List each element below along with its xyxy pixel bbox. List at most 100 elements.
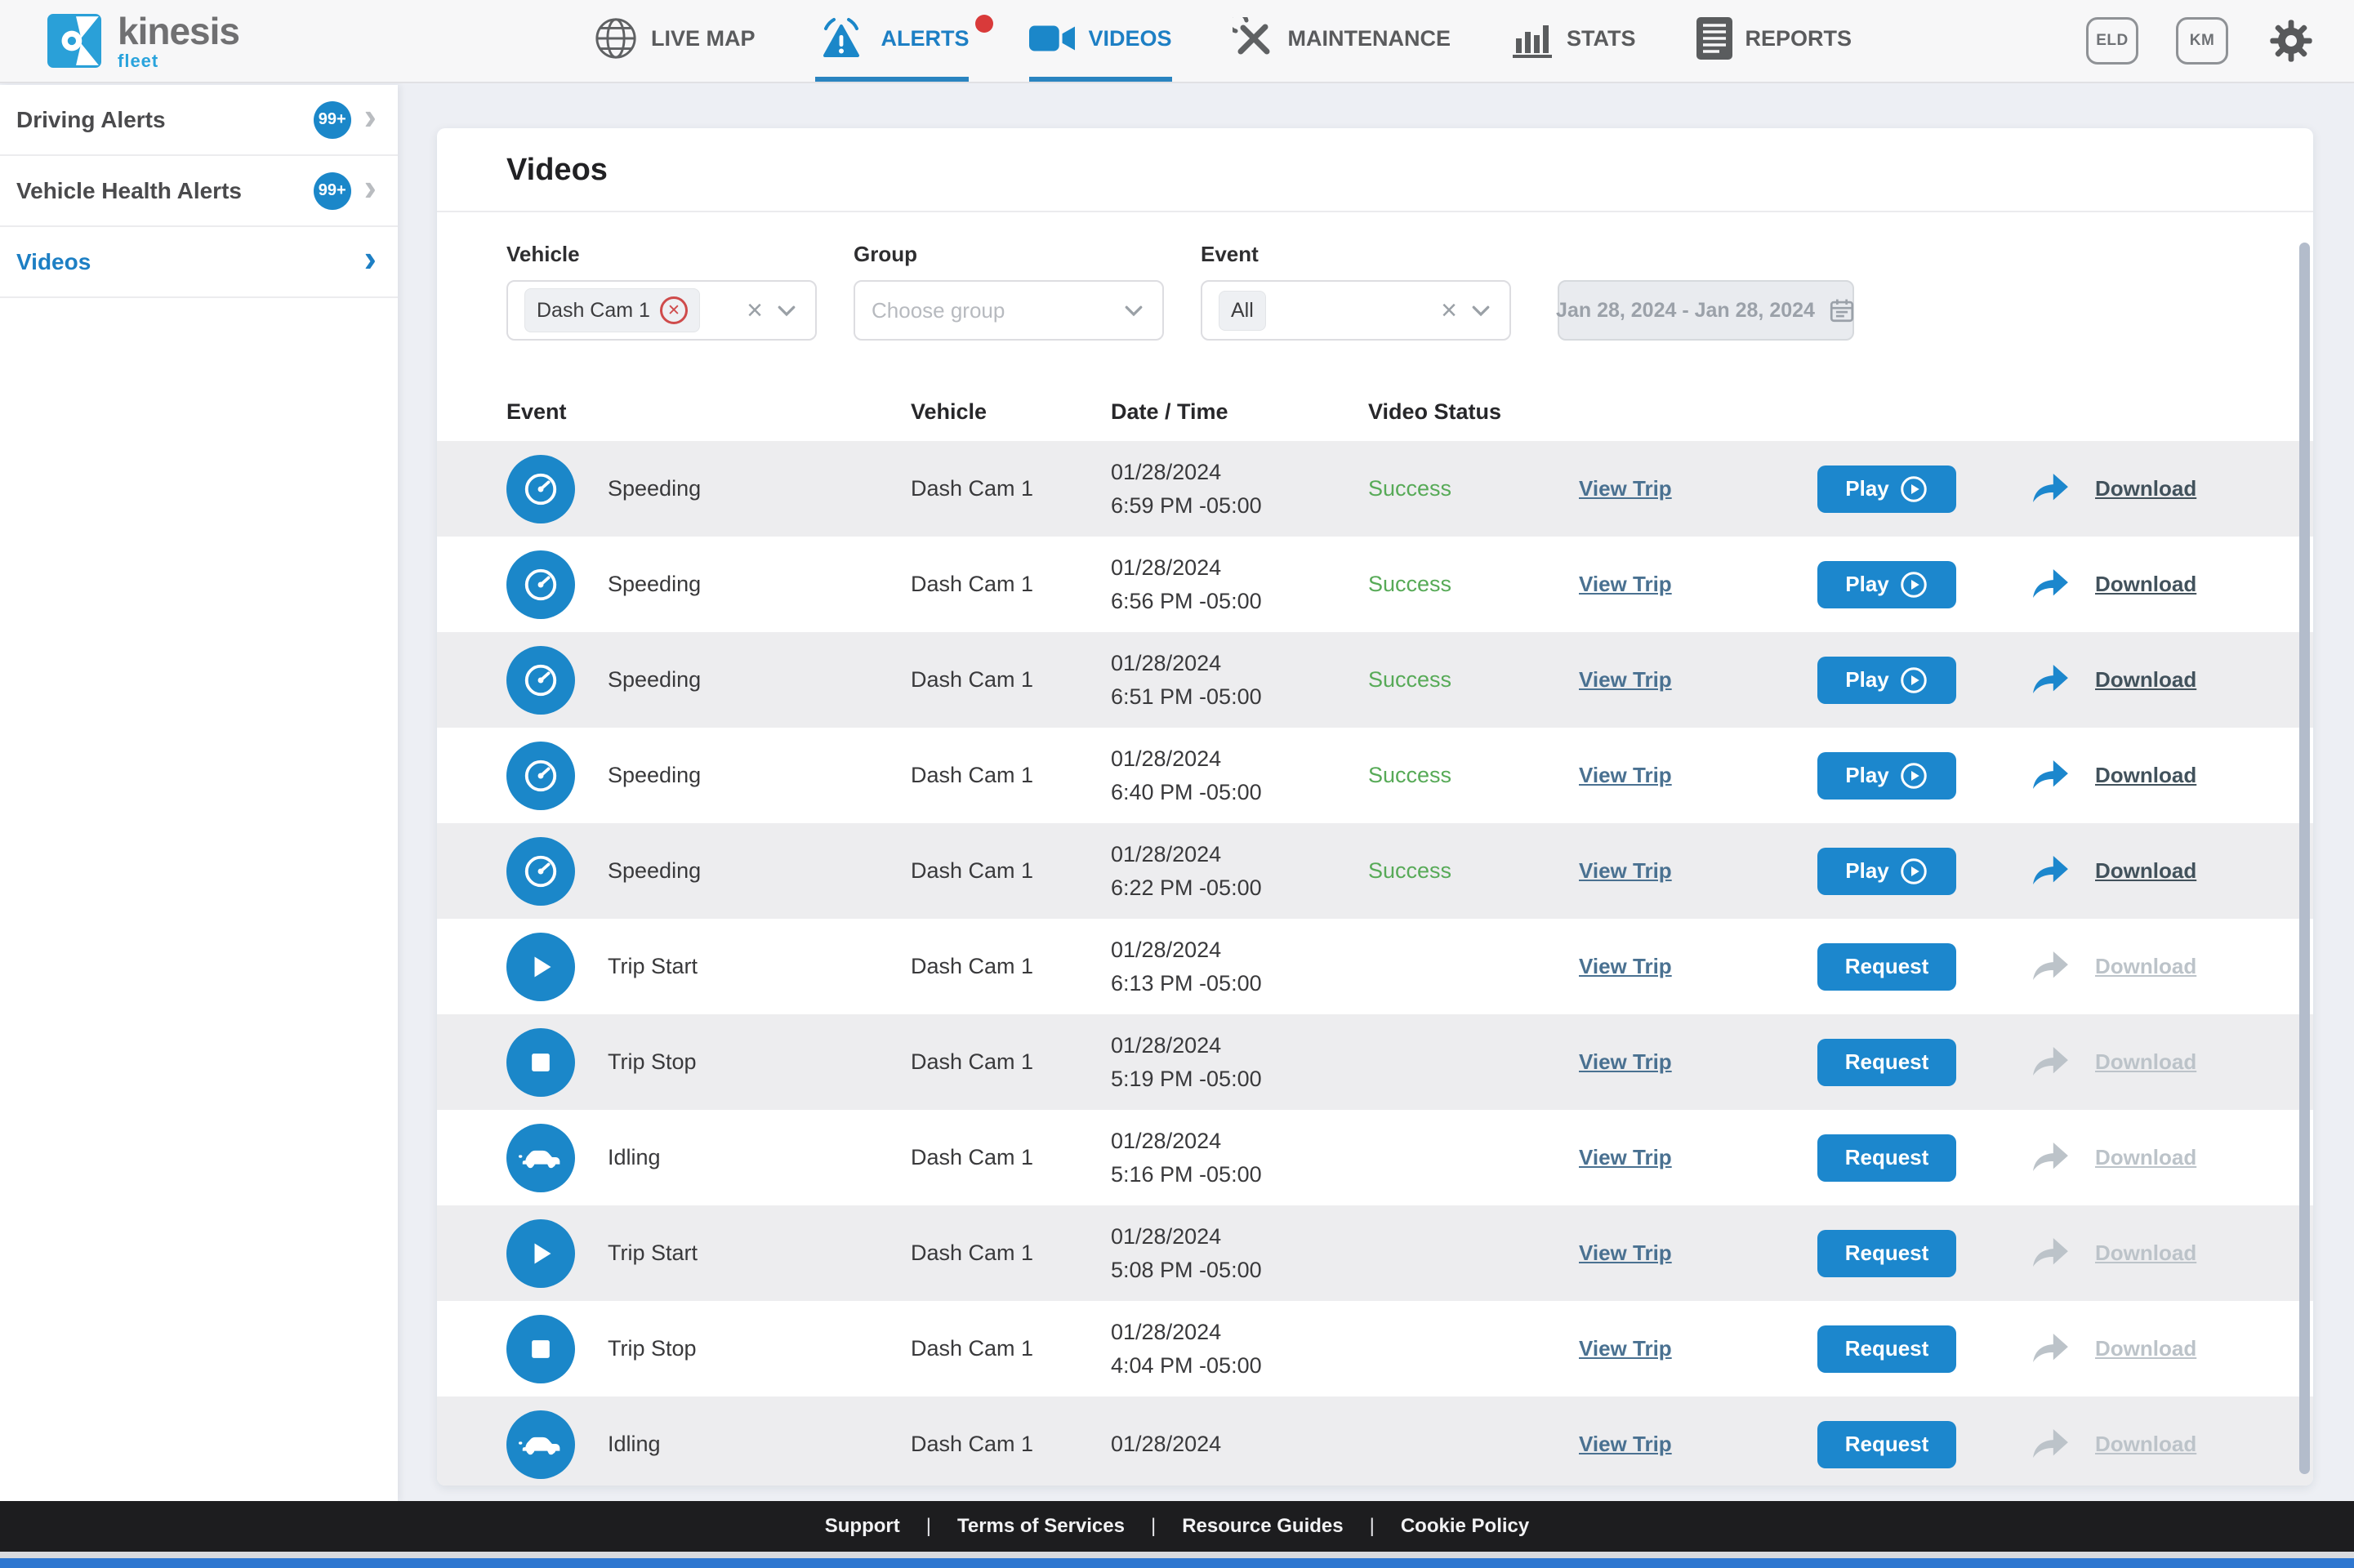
column-header-date-time: Date / Time (1111, 399, 1228, 424)
settings-gear-icon[interactable] (2269, 19, 2313, 63)
date-range-picker[interactable]: Jan 28, 2024 - Jan 28, 2024 (1556, 280, 1854, 341)
request-button[interactable]: Request (1817, 1325, 1956, 1373)
vehicle-name: Dash Cam 1 (911, 1145, 1034, 1169)
download-link[interactable]: Download (2095, 858, 2197, 883)
date-value: 01/28/2024 (1111, 746, 1222, 771)
group-select[interactable]: Choose group (854, 280, 1164, 341)
view-trip-link[interactable]: View Trip (1579, 1145, 1672, 1169)
footer-link-cookie-policy[interactable]: Cookie Policy (1400, 1515, 1530, 1537)
clear-icon[interactable]: × (1441, 295, 1457, 326)
event-cell: Speeding (506, 836, 911, 906)
play-button[interactable]: Play (1817, 656, 1956, 704)
table-row: Speeding Dash Cam 1 01/28/2024 6:22 PM -05:… (437, 823, 2313, 919)
play-button[interactable]: Play (1817, 465, 1956, 513)
km-toggle-button[interactable]: KM (2176, 17, 2228, 65)
nav-item-maintenance[interactable]: MAINTENANCE (1232, 0, 1451, 82)
play-button[interactable]: Play (1817, 847, 1956, 895)
top-nav: kinesis fleet LIVE MAP ALERTS VIDEOS MAINTE… (0, 0, 2354, 83)
table-row: Trip Stop Dash Cam 1 01/28/2024 4:04 PM -05… (437, 1301, 2313, 1396)
sidebar-item-vehicle-health-alerts[interactable]: Vehicle Health Alerts 99+ › (0, 156, 398, 227)
video-status: Success (1368, 572, 1452, 596)
sidebar-item-label: Vehicle Health Alerts (16, 177, 242, 203)
view-trip-link[interactable]: View Trip (1579, 667, 1672, 692)
event-chip: All (1219, 290, 1266, 331)
eld-toggle-button[interactable]: ELD (2086, 17, 2138, 65)
view-trip-link[interactable]: View Trip (1579, 1049, 1672, 1074)
view-trip-link[interactable]: View Trip (1579, 954, 1672, 978)
share-icon[interactable] (2031, 473, 2069, 506)
view-trip-link[interactable]: View Trip (1579, 572, 1672, 596)
vertical-scrollbar[interactable] (2299, 243, 2310, 1474)
time-value: 5:08 PM -05:00 (1111, 1257, 1262, 1282)
event-cell: Speeding (506, 645, 911, 715)
event-filter: Event All × (1201, 242, 1511, 341)
brand-logo-text: kinesis fleet (118, 12, 240, 70)
vehicle-name: Dash Cam 1 (911, 763, 1034, 787)
clear-icon[interactable]: × (747, 295, 763, 326)
speedometer-icon (506, 645, 575, 715)
sidebar-item-driving-alerts[interactable]: Driving Alerts 99+ › (0, 85, 398, 156)
nav-item-label: ALERTS (881, 25, 970, 51)
download-link[interactable]: Download (2095, 476, 2197, 501)
tools-icon (1232, 17, 1275, 60)
share-icon[interactable] (2031, 760, 2069, 792)
action-button-label: Request (1844, 1145, 1929, 1169)
download-link[interactable]: Download (2095, 572, 2197, 596)
chip-remove-icon[interactable]: ✕ (659, 296, 688, 324)
download-link: Download (2095, 954, 2197, 978)
share-icon[interactable] (2031, 568, 2069, 601)
view-trip-link[interactable]: View Trip (1579, 1241, 1672, 1265)
nav-right-controls: ELD KM (2086, 0, 2354, 82)
download-link[interactable]: Download (2095, 667, 2197, 692)
share-icon[interactable] (2031, 664, 2069, 697)
view-trip-link[interactable]: View Trip (1579, 1432, 1672, 1456)
share-icon (2031, 1046, 2069, 1079)
group-placeholder: Choose group (872, 297, 1005, 323)
nav-item-stats[interactable]: STATS (1511, 0, 1636, 82)
view-trip-link[interactable]: View Trip (1579, 763, 1672, 787)
vehicle-name: Dash Cam 1 (911, 1049, 1034, 1074)
table-header-row: Event Vehicle Date / Time Video Status (437, 399, 2313, 425)
nav-item-alerts[interactable]: ALERTS (815, 0, 994, 82)
request-button[interactable]: Request (1817, 1134, 1956, 1182)
main-nav: LIVE MAP ALERTS VIDEOS MAINTENANCE STATS REPO… (359, 0, 2086, 82)
nav-item-live-map[interactable]: LIVE MAP (594, 0, 755, 82)
nav-item-label: REPORTS (1745, 25, 1852, 51)
date-time-cell: 01/28/2024 6:22 PM -05:00 (1111, 838, 1368, 904)
date-value: 01/28/2024 (1111, 938, 1222, 962)
chevron-down-icon[interactable] (774, 298, 799, 323)
nav-item-reports[interactable]: REPORTS (1696, 0, 1852, 82)
play-icon (506, 932, 575, 1001)
request-button[interactable]: Request (1817, 1229, 1956, 1277)
chevron-down-icon[interactable] (1469, 298, 1493, 323)
sidebar-item-videos[interactable]: Videos › (0, 227, 398, 298)
play-button[interactable]: Play (1817, 560, 1956, 608)
vehicle-name: Dash Cam 1 (911, 1432, 1034, 1456)
nav-item-videos[interactable]: VIDEOS (1029, 0, 1172, 82)
date-time-cell: 01/28/2024 6:59 PM -05:00 (1111, 456, 1368, 522)
brand-logo[interactable]: kinesis fleet (0, 0, 359, 82)
chevron-down-icon[interactable] (1121, 298, 1146, 323)
share-icon[interactable] (2031, 855, 2069, 888)
view-trip-link[interactable]: View Trip (1579, 476, 1672, 501)
footer-link-resource-guides[interactable]: Resource Guides (1182, 1515, 1344, 1537)
vehicle-select[interactable]: Dash Cam 1 ✕ × (506, 280, 817, 341)
footer-link-terms-of-services[interactable]: Terms of Services (956, 1515, 1125, 1537)
vehicle-name: Dash Cam 1 (911, 954, 1034, 978)
request-button[interactable]: Request (1817, 1038, 1956, 1086)
event-select[interactable]: All × (1201, 280, 1511, 341)
action-button-label: Play (1845, 572, 1889, 596)
view-trip-link[interactable]: View Trip (1579, 1336, 1672, 1361)
event-label: Idling (608, 1432, 661, 1456)
view-trip-link[interactable]: View Trip (1579, 858, 1672, 883)
time-value: 6:22 PM -05:00 (1111, 875, 1262, 900)
download-link[interactable]: Download (2095, 763, 2197, 787)
event-cell: Idling (506, 1410, 911, 1479)
date-value: 01/28/2024 (1111, 1432, 1222, 1457)
time-value: 6:56 PM -05:00 (1111, 588, 1262, 613)
footer-link-support[interactable]: Support (824, 1515, 900, 1537)
date-time-cell: 01/28/2024 (1111, 1428, 1368, 1461)
request-button[interactable]: Request (1817, 1420, 1956, 1468)
play-button[interactable]: Play (1817, 751, 1956, 800)
request-button[interactable]: Request (1817, 942, 1956, 991)
